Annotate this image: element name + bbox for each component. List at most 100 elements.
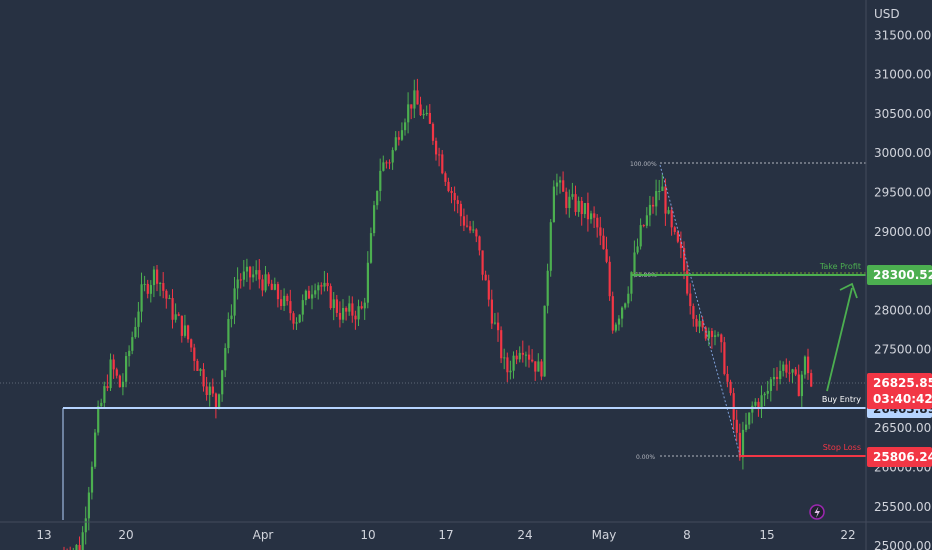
candle-body — [701, 320, 704, 328]
take-profit-price: 28300.52 — [873, 268, 932, 282]
candle-body — [791, 369, 794, 373]
candle-body — [258, 270, 261, 280]
candle — [748, 412, 751, 429]
candle-body — [428, 112, 431, 124]
candle-body — [760, 395, 763, 409]
candle — [614, 322, 617, 333]
candle — [642, 224, 645, 228]
candle-body — [242, 271, 245, 280]
candle-body — [236, 279, 239, 289]
candle-body — [748, 412, 751, 425]
candle — [413, 79, 416, 118]
candle — [469, 221, 472, 234]
candle — [289, 289, 292, 321]
candle — [149, 280, 152, 303]
candle-body — [745, 424, 748, 430]
candle — [524, 351, 528, 367]
candle-body — [416, 90, 419, 105]
candle — [261, 274, 264, 297]
candle-body — [373, 205, 376, 234]
candle — [701, 316, 704, 332]
candle — [152, 266, 156, 298]
candle-body — [490, 299, 493, 324]
candle — [518, 346, 521, 363]
candle — [484, 270, 487, 281]
candle-countdown: 03:40:42 — [873, 392, 932, 406]
candle-body — [218, 394, 221, 408]
price-scale[interactable]: USD 25000.0025500.0026000.0026500.002700… — [865, 0, 932, 550]
candle-body — [497, 322, 500, 331]
candle — [537, 353, 540, 372]
candle-body — [574, 194, 577, 212]
candle-body — [280, 299, 283, 306]
candle — [667, 206, 670, 215]
candle-body — [683, 248, 686, 271]
candle-body — [444, 173, 447, 182]
candle-body — [794, 369, 797, 375]
candle — [633, 240, 636, 278]
lightning-icon[interactable] — [809, 504, 825, 520]
take-profit-level[interactable]: Take Profit — [632, 262, 866, 276]
candle — [462, 208, 466, 232]
candle-body — [481, 250, 484, 275]
candle — [528, 345, 531, 368]
candle — [369, 227, 373, 264]
candle — [689, 283, 692, 315]
candle — [97, 400, 100, 436]
candle — [168, 294, 171, 300]
candle — [218, 393, 221, 410]
candle — [444, 171, 447, 186]
candle — [751, 401, 754, 424]
target-arrow — [826, 282, 858, 392]
candle — [512, 351, 515, 379]
fib-100-label: 100.00% — [630, 161, 657, 168]
candle — [658, 180, 661, 201]
candle — [382, 155, 385, 172]
candle — [710, 328, 714, 349]
candle-body — [493, 322, 497, 324]
candle — [100, 398, 103, 409]
candle-body — [131, 337, 134, 351]
stop-loss-level[interactable]: Stop Loss — [740, 443, 866, 457]
candle — [317, 282, 320, 300]
candle — [698, 313, 701, 334]
candle — [320, 282, 323, 295]
candle-body — [776, 376, 779, 379]
candle-body — [338, 312, 342, 320]
candle — [645, 207, 648, 229]
candle — [363, 297, 366, 320]
candle — [332, 291, 335, 321]
candle — [506, 352, 509, 383]
candle-body — [559, 180, 562, 183]
candle — [199, 368, 202, 377]
time-scale[interactable]: 13 20 Apr 10 17 24 May 8 15 22 — [0, 521, 932, 542]
x-tick-6: May — [592, 528, 617, 542]
candle-body — [152, 269, 156, 286]
candle-body — [187, 325, 190, 340]
candle — [227, 312, 230, 354]
candle-body — [100, 402, 103, 407]
entry-level[interactable]: Buy Entry — [62, 395, 866, 520]
candle-body — [407, 104, 410, 123]
candle — [562, 171, 565, 192]
candle — [782, 361, 785, 377]
candle — [475, 228, 478, 243]
candle — [447, 177, 450, 193]
candle-body — [503, 357, 506, 359]
candle — [233, 276, 236, 325]
candle — [745, 412, 748, 433]
candle — [769, 376, 772, 402]
candle — [521, 340, 524, 363]
candle-body — [128, 350, 131, 357]
candle-body — [710, 330, 714, 337]
candle-body — [617, 318, 621, 325]
candle-body — [580, 200, 583, 215]
candle-body — [326, 282, 329, 287]
candle — [354, 310, 357, 330]
candle — [661, 174, 664, 192]
candle — [472, 220, 475, 233]
candle-body — [478, 236, 481, 251]
candle-body — [267, 274, 270, 284]
candle — [208, 382, 211, 407]
